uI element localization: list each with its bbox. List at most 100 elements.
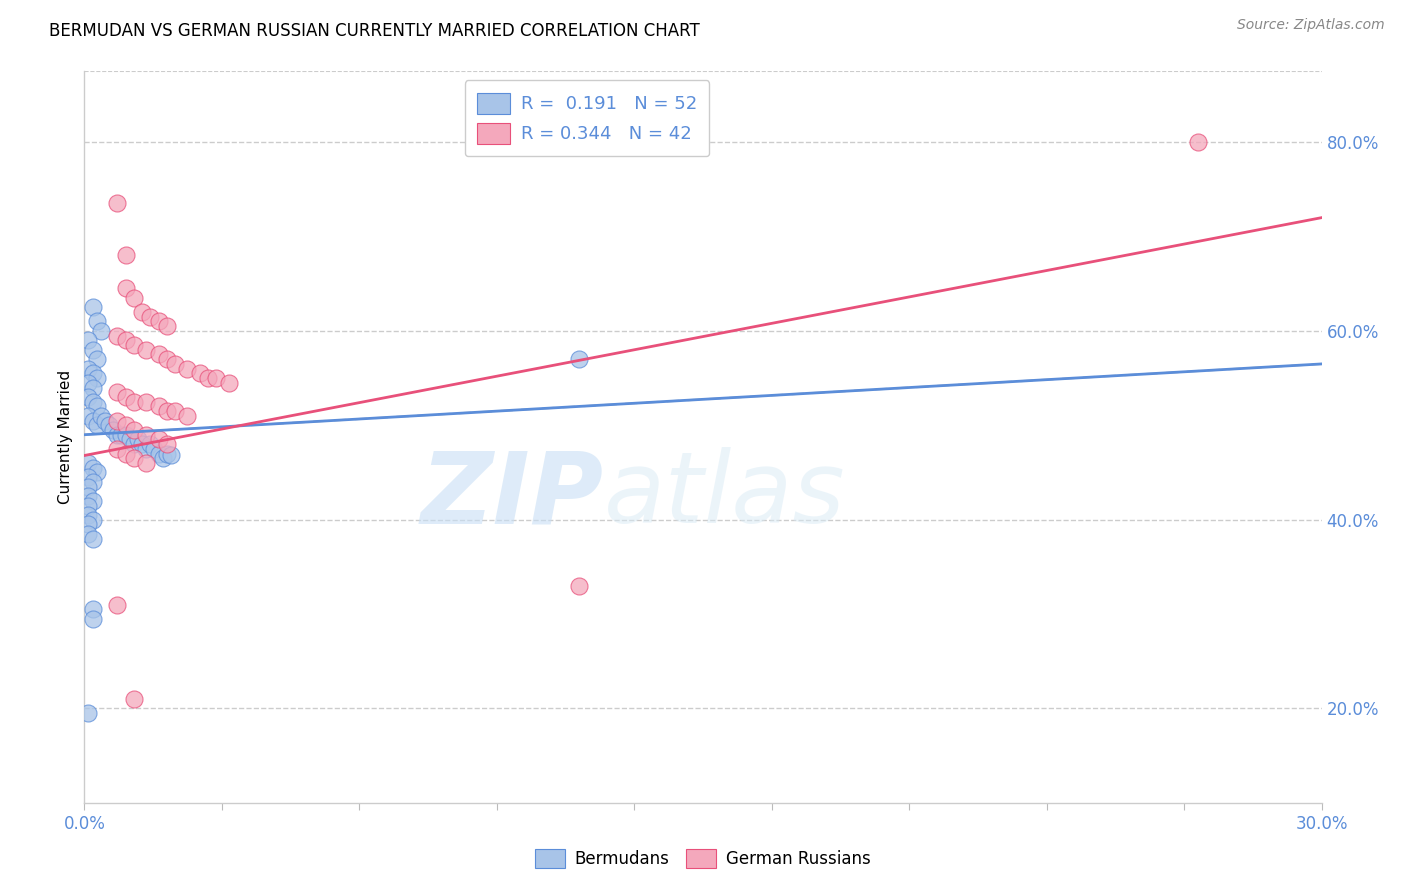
Point bbox=[82, 612, 104, 626]
Point bbox=[114, 418, 136, 433]
Point bbox=[156, 352, 179, 367]
Point bbox=[122, 394, 145, 409]
Point bbox=[156, 404, 179, 418]
Point bbox=[197, 371, 219, 385]
Point bbox=[90, 324, 112, 338]
Point bbox=[160, 449, 183, 463]
Point bbox=[114, 447, 136, 461]
Point bbox=[148, 447, 170, 461]
Point bbox=[105, 427, 128, 442]
Point bbox=[77, 517, 100, 532]
Point bbox=[122, 437, 145, 451]
Point bbox=[82, 602, 104, 616]
Point bbox=[90, 409, 112, 423]
Legend: Bermudans, German Russians: Bermudans, German Russians bbox=[529, 842, 877, 875]
Text: ZIP: ZIP bbox=[420, 447, 605, 544]
Point bbox=[82, 413, 104, 427]
Point bbox=[135, 442, 157, 456]
Point bbox=[103, 423, 125, 437]
Point bbox=[122, 423, 145, 437]
Point bbox=[114, 334, 136, 348]
Point bbox=[156, 437, 179, 451]
Point bbox=[148, 433, 170, 447]
Point bbox=[131, 305, 153, 319]
Point bbox=[86, 418, 108, 433]
Y-axis label: Currently Married: Currently Married bbox=[58, 370, 73, 504]
Point bbox=[165, 404, 187, 418]
Point bbox=[82, 301, 104, 315]
Point bbox=[110, 427, 132, 442]
Point bbox=[139, 310, 162, 324]
Point bbox=[82, 380, 104, 394]
Point bbox=[82, 343, 104, 357]
Point bbox=[98, 418, 121, 433]
Point bbox=[105, 598, 128, 612]
Point bbox=[82, 460, 104, 475]
Point bbox=[77, 334, 100, 348]
Point bbox=[1187, 135, 1209, 149]
Point bbox=[77, 706, 100, 720]
Point bbox=[105, 413, 128, 427]
Point bbox=[82, 367, 104, 381]
Point bbox=[135, 343, 157, 357]
Point bbox=[77, 376, 100, 390]
Legend: R =  0.191   N = 52, R = 0.344   N = 42: R = 0.191 N = 52, R = 0.344 N = 42 bbox=[464, 80, 710, 156]
Point bbox=[139, 437, 162, 451]
Text: atlas: atlas bbox=[605, 447, 845, 544]
Point bbox=[82, 513, 104, 527]
Point bbox=[77, 480, 100, 494]
Point bbox=[143, 442, 166, 456]
Point bbox=[105, 385, 128, 400]
Point bbox=[148, 314, 170, 328]
Point bbox=[77, 470, 100, 484]
Point bbox=[135, 394, 157, 409]
Text: Source: ZipAtlas.com: Source: ZipAtlas.com bbox=[1237, 18, 1385, 32]
Point bbox=[131, 437, 153, 451]
Point bbox=[148, 347, 170, 361]
Point bbox=[122, 451, 145, 466]
Point bbox=[114, 427, 136, 442]
Point bbox=[205, 371, 228, 385]
Point bbox=[77, 499, 100, 513]
Point bbox=[77, 409, 100, 423]
Point bbox=[176, 361, 198, 376]
Point bbox=[82, 475, 104, 489]
Point bbox=[568, 579, 591, 593]
Point bbox=[122, 338, 145, 352]
Point bbox=[94, 413, 117, 427]
Point bbox=[86, 352, 108, 367]
Point bbox=[122, 692, 145, 706]
Point bbox=[77, 508, 100, 522]
Point bbox=[122, 291, 145, 305]
Point bbox=[176, 409, 198, 423]
Point bbox=[114, 390, 136, 404]
Point bbox=[77, 456, 100, 470]
Point bbox=[77, 489, 100, 503]
Point bbox=[148, 400, 170, 414]
Point bbox=[114, 281, 136, 295]
Point bbox=[86, 400, 108, 414]
Point bbox=[77, 526, 100, 541]
Point bbox=[105, 328, 128, 343]
Point bbox=[156, 319, 179, 334]
Point bbox=[188, 367, 211, 381]
Point bbox=[156, 447, 179, 461]
Point bbox=[165, 357, 187, 371]
Point bbox=[218, 376, 240, 390]
Point bbox=[77, 390, 100, 404]
Point bbox=[105, 442, 128, 456]
Point bbox=[135, 456, 157, 470]
Point bbox=[82, 532, 104, 546]
Point bbox=[135, 427, 157, 442]
Point bbox=[86, 371, 108, 385]
Point bbox=[114, 248, 136, 262]
Point bbox=[105, 196, 128, 211]
Point bbox=[82, 394, 104, 409]
Point bbox=[568, 352, 591, 367]
Point bbox=[77, 361, 100, 376]
Text: BERMUDAN VS GERMAN RUSSIAN CURRENTLY MARRIED CORRELATION CHART: BERMUDAN VS GERMAN RUSSIAN CURRENTLY MAR… bbox=[49, 22, 700, 40]
Point bbox=[82, 493, 104, 508]
Point bbox=[86, 466, 108, 480]
Point bbox=[152, 451, 174, 466]
Point bbox=[86, 314, 108, 328]
